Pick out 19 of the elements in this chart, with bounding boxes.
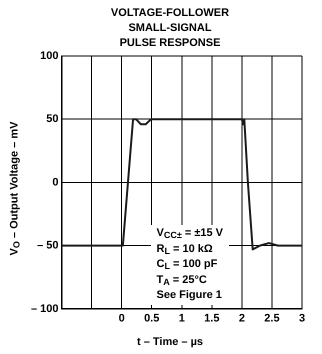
x-tick-label: 0.5 <box>144 312 160 324</box>
annotation: V$_{CC±}$ = ±15 V <box>156 227 223 242</box>
annotation: See Figure 1 <box>156 289 223 303</box>
y-tick-label: 100 <box>40 50 59 62</box>
x-tick-label: 1.5 <box>204 312 220 324</box>
x-axis-title: t – Time – µs <box>136 336 204 348</box>
annotation: C$_{L}$ = 100 pF <box>156 258 218 274</box>
y-tick-label: 50 <box>46 113 59 126</box>
y-tick-label: 0 <box>52 176 59 188</box>
x-tick-label: 3 <box>298 312 306 324</box>
y-tick-label: – 100 <box>30 302 59 315</box>
x-tick-label: 1 <box>178 312 185 324</box>
x-tick-label: 2 <box>238 312 245 324</box>
x-tick-label: 2.5 <box>264 312 280 324</box>
annotation: R$_{L}$ = 10 kΩ <box>156 242 214 258</box>
chart-title: VOLTAGE-FOLLOWER SMALL-SIGNAL PULSE RESPONSE <box>110 6 230 51</box>
y-tick-label: – 50 <box>37 240 59 252</box>
x-tick-label: 0 <box>118 312 125 324</box>
annotation: T$_{A}$ = 25°C <box>156 274 208 289</box>
